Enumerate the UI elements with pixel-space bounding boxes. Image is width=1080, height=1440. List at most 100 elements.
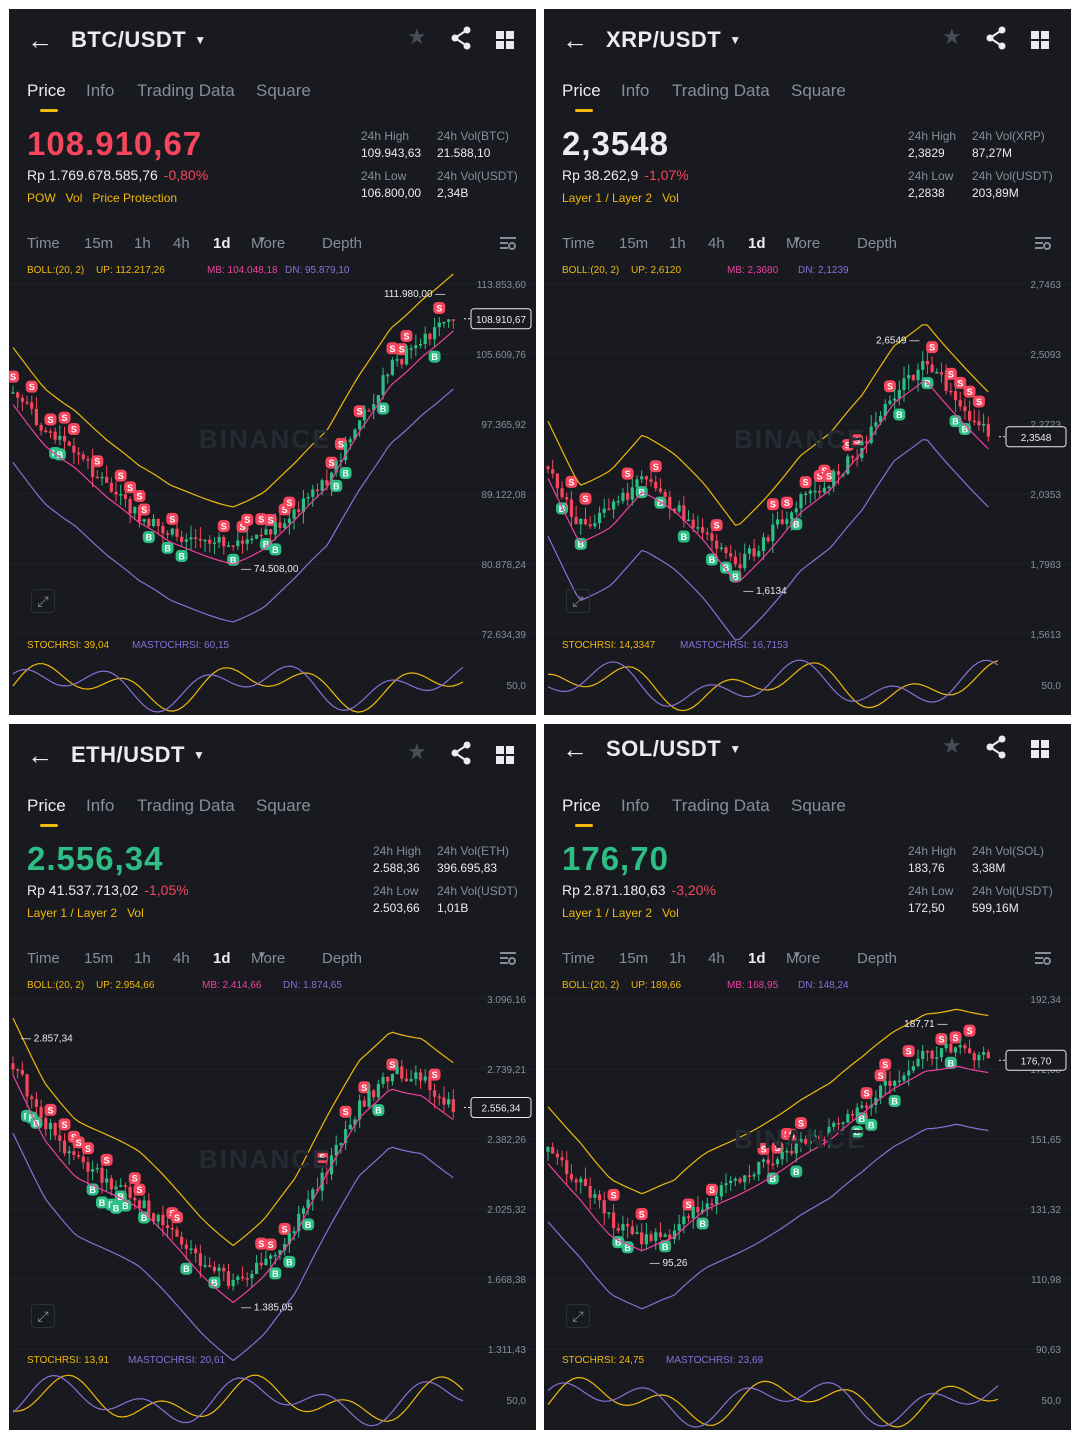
- candle-body: [404, 348, 409, 365]
- tf-1d[interactable]: 1d: [748, 235, 766, 252]
- tf-1d[interactable]: 1d: [213, 235, 231, 252]
- tf-4h[interactable]: 4h: [708, 950, 725, 967]
- grid-icon[interactable]: [496, 746, 514, 764]
- tag-2[interactable]: Price Protection: [92, 191, 178, 205]
- fiat-value: Rp 2.871.180,63: [562, 882, 666, 898]
- candle-body: [780, 519, 784, 524]
- tag-1[interactable]: Vol: [662, 906, 679, 920]
- chart-settings-icon[interactable]: [1034, 235, 1052, 251]
- pair-selector[interactable]: ETH/USDT ▼: [71, 742, 205, 768]
- tab-trading-data[interactable]: Trading Data: [137, 796, 235, 815]
- chart-settings-icon[interactable]: [499, 235, 517, 251]
- share-icon[interactable]: [450, 741, 472, 765]
- tab-price[interactable]: Price: [562, 81, 601, 100]
- candle-body: [119, 1185, 123, 1187]
- star-icon[interactable]: ★: [942, 733, 962, 758]
- tab-square[interactable]: Square: [256, 796, 311, 815]
- arrow-left-icon[interactable]: ←: [27, 25, 53, 55]
- tab-square[interactable]: Square: [791, 81, 846, 100]
- share-icon[interactable]: [985, 735, 1007, 759]
- tab-price[interactable]: Price: [27, 796, 66, 815]
- tf-time[interactable]: Time: [562, 950, 595, 967]
- tf-depth[interactable]: Depth: [857, 235, 898, 252]
- sell-marker-label: S: [268, 1240, 274, 1250]
- y-tick-label: 80.878,24: [482, 560, 527, 571]
- chart-settings-icon[interactable]: [499, 950, 517, 966]
- tf-15m[interactable]: 15m: [84, 235, 114, 252]
- candle-body: [878, 1085, 883, 1098]
- tf-15m[interactable]: 15m: [84, 950, 114, 967]
- tab-price[interactable]: Price: [562, 796, 601, 815]
- share-icon[interactable]: [985, 26, 1007, 50]
- candle-body: [250, 1273, 254, 1279]
- buy-marker: [851, 1125, 864, 1138]
- tf-4h[interactable]: 4h: [708, 235, 725, 252]
- candle-body: [414, 345, 418, 349]
- tag-0[interactable]: Layer 1 / Layer 2: [562, 191, 653, 205]
- star-icon[interactable]: ★: [407, 739, 427, 764]
- pair-selector[interactable]: BTC/USDT ▼: [71, 27, 207, 53]
- arrow-left-icon[interactable]: ←: [562, 734, 588, 764]
- tf-depth[interactable]: Depth: [322, 235, 363, 252]
- pair-selector[interactable]: SOL/USDT ▼: [606, 736, 742, 762]
- y-tick-label: 3.096,16: [487, 995, 526, 1006]
- stochrsi-line: [547, 660, 999, 712]
- tf-15m[interactable]: 15m: [619, 950, 649, 967]
- tf-time[interactable]: Time: [562, 235, 595, 252]
- candle-body: [437, 1096, 441, 1099]
- tag-1[interactable]: Vol: [127, 906, 144, 920]
- grid-icon[interactable]: [1031, 740, 1049, 758]
- grid-icon[interactable]: [1031, 31, 1049, 49]
- chart-settings-icon[interactable]: [1034, 950, 1052, 966]
- tf-1d[interactable]: 1d: [213, 950, 231, 967]
- arrow-left-icon[interactable]: ←: [27, 740, 53, 770]
- candle-body: [588, 524, 592, 527]
- tag-0[interactable]: Layer 1 / Layer 2: [562, 906, 653, 920]
- tab-info[interactable]: Info: [86, 81, 115, 100]
- candlestick-chart[interactable]: 3.096,16 2.739,21 2.382,26 2.025,32 1.668,38…: [9, 724, 536, 1430]
- tf-time[interactable]: Time: [27, 950, 60, 967]
- tag-list: Layer 1 / Layer 2 Vol: [27, 906, 154, 920]
- tag-0[interactable]: POW: [27, 191, 56, 205]
- tf-1h[interactable]: 1h: [134, 235, 151, 252]
- tf-time[interactable]: Time: [27, 235, 60, 252]
- expand-icon[interactable]: ⤢: [31, 589, 55, 613]
- binance-watermark: BINANCE: [734, 424, 867, 454]
- tab-info[interactable]: Info: [621, 81, 650, 100]
- expand-icon[interactable]: ⤢: [31, 1304, 55, 1328]
- candlestick-chart[interactable]: 113.853,60 105.609,76 97.365,92 89.122,08 80…: [9, 9, 536, 715]
- current-price-label: 2,3548: [1021, 433, 1052, 444]
- tag-1[interactable]: Vol: [65, 191, 83, 205]
- tf-15m[interactable]: 15m: [619, 235, 649, 252]
- tab-square[interactable]: Square: [256, 81, 311, 100]
- tf-1h[interactable]: 1h: [669, 950, 686, 967]
- tab-info[interactable]: Info: [621, 796, 650, 815]
- tab-trading-data[interactable]: Trading Data: [672, 796, 770, 815]
- expand-icon[interactable]: ⤢: [566, 589, 590, 613]
- pair-selector[interactable]: XRP/USDT ▼: [606, 27, 742, 53]
- arrow-left-icon[interactable]: ←: [562, 25, 588, 55]
- candlestick-chart[interactable]: 192,34172,00151,65131,32110,9890,63SBBSB…: [544, 724, 1071, 1430]
- expand-icon[interactable]: ⤢: [566, 1304, 590, 1328]
- candlestick-chart[interactable]: 2,7463 2,5093 2,2723 2,0353 1,7983 1,5613 B S B S…: [544, 9, 1071, 715]
- candle-body: [626, 1224, 630, 1227]
- tf-4h[interactable]: 4h: [173, 235, 190, 252]
- tab-price[interactable]: Price: [27, 81, 66, 100]
- tab-trading-data[interactable]: Trading Data: [137, 81, 235, 100]
- tf-1d[interactable]: 1d: [748, 950, 766, 967]
- tf-depth[interactable]: Depth: [322, 950, 363, 967]
- grid-icon[interactable]: [496, 31, 514, 49]
- tag-1[interactable]: Vol: [662, 191, 679, 205]
- star-icon[interactable]: ★: [942, 24, 962, 49]
- tab-info[interactable]: Info: [86, 796, 115, 815]
- tag-0[interactable]: Layer 1 / Layer 2: [27, 906, 118, 920]
- tf-1h[interactable]: 1h: [669, 235, 686, 252]
- tab-trading-data[interactable]: Trading Data: [672, 81, 770, 100]
- star-icon[interactable]: ★: [407, 24, 427, 49]
- tab-square[interactable]: Square: [791, 796, 846, 815]
- tf-depth[interactable]: Depth: [857, 950, 898, 967]
- share-icon[interactable]: [450, 26, 472, 50]
- candle-body: [414, 1072, 418, 1079]
- tf-4h[interactable]: 4h: [173, 950, 190, 967]
- tf-1h[interactable]: 1h: [134, 950, 151, 967]
